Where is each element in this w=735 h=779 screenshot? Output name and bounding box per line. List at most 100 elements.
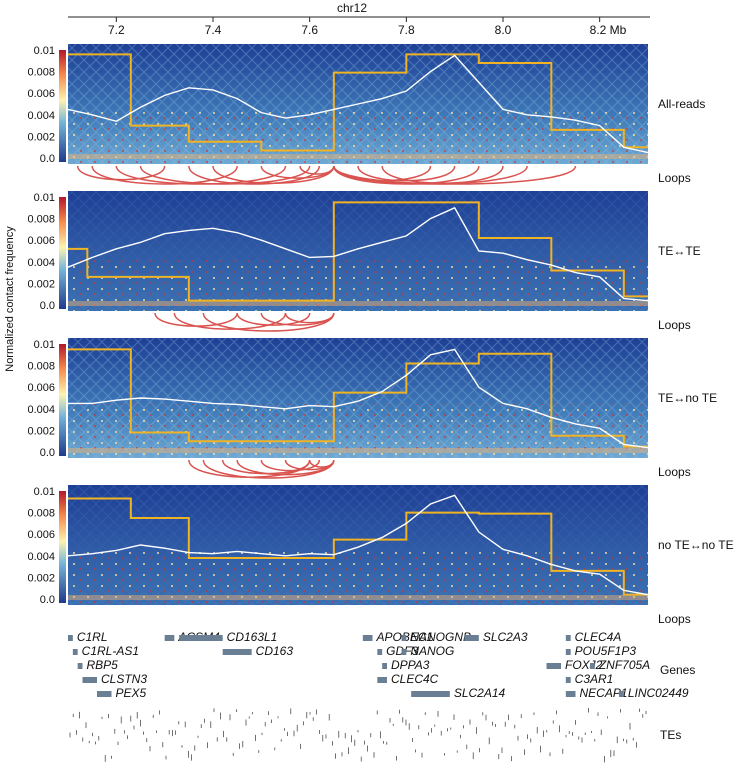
y-tick-label: 0.004 (27, 110, 55, 122)
gene-label: C1RL (77, 630, 108, 644)
gene-label: PEX5 (116, 686, 147, 700)
loops-label: Loops (658, 465, 691, 479)
yellow-step-line (68, 201, 648, 302)
loops-label: Loops (658, 171, 691, 185)
genes-track-label: Genes (660, 663, 695, 677)
colorbar (59, 344, 66, 456)
white-profile-line (67, 206, 649, 302)
heatmap-panel: 0.01 0.008 0.006 0.004 0.002 0.0 no TE↔no TE Lo… (27, 485, 734, 626)
gene-box (382, 663, 387, 669)
loop-arc (236, 312, 311, 326)
gene-box (565, 649, 571, 655)
y-tick-label: 0.002 (27, 425, 55, 437)
axis-tick-label: 7.2 (108, 23, 125, 37)
y-tick-label: 0.006 (27, 235, 55, 247)
gene-box (565, 635, 571, 641)
gene-box (377, 649, 383, 655)
chrom-label: chr12 (337, 1, 367, 15)
y-tick-label: 0.01 (34, 339, 55, 351)
gene-label: RBP5 (87, 658, 119, 672)
heatmap-panel: 0.01 0.008 0.006 0.004 0.002 0.0 All-reads Loop… (27, 44, 705, 185)
diagonal-band (68, 595, 648, 600)
loop-arc (173, 312, 287, 330)
diagonal-band (68, 301, 648, 306)
gene-box (565, 691, 576, 697)
gene-label: C1RL-AS1 (82, 644, 139, 658)
loop-arc (333, 165, 577, 185)
y-tick-label: 0.01 (34, 45, 55, 57)
colorbar (59, 197, 66, 309)
y-tick-label: 0.0 (40, 300, 55, 312)
gene-box (401, 649, 407, 655)
y-tick-label: 0.004 (27, 257, 55, 269)
loop-arc (76, 165, 166, 181)
gene-label: C3AR1 (575, 672, 614, 686)
gene-box (377, 677, 387, 683)
gene-box (82, 677, 97, 683)
loop-arc (260, 459, 321, 472)
axis-tick-label: 7.4 (205, 23, 222, 37)
loop-arc (139, 165, 311, 185)
white-profile-line (67, 54, 649, 154)
genes-track: C1RLC1RL-AS1RBP5CLSTN3PEX5ACSM4CD163L1CD… (68, 630, 689, 700)
loops-label: Loops (658, 612, 691, 626)
y-axis-label: Normalized contact frequency (4, 226, 16, 372)
panel-label: All-reads (658, 97, 705, 111)
panel-label: TE↔TE (658, 244, 701, 258)
y-tick-label: 0.006 (27, 382, 55, 394)
gene-box (72, 649, 78, 655)
y-tick-label: 0.004 (27, 404, 55, 416)
gene-box (97, 691, 112, 697)
y-tick-label: 0.0 (40, 594, 55, 606)
gene-label: NANOGNB (410, 630, 471, 644)
y-tick-label: 0.01 (34, 486, 55, 498)
yellow-step-line (68, 348, 648, 448)
loop-arc (308, 459, 335, 468)
gene-box (401, 635, 407, 641)
gene-label: NANOG (410, 644, 454, 658)
gene-label: CLEC4A (575, 630, 622, 644)
heatmap-panel: 0.01 0.008 0.006 0.004 0.002 0.0 TE↔TE Loops (27, 191, 701, 332)
gene-label: SLC2A3 (483, 630, 528, 644)
y-tick-label: 0.008 (27, 361, 55, 373)
axis-tick-label: 7.8 (398, 23, 415, 37)
y-tick-label: 0.008 (27, 508, 55, 520)
te-track (69, 708, 647, 763)
gene-box (164, 635, 175, 641)
gene-box (411, 691, 450, 697)
y-tick-label: 0.008 (27, 214, 55, 226)
loops-label: Loops (658, 318, 691, 332)
loop-arc (299, 165, 335, 175)
panel-label: no TE↔no TE (658, 538, 734, 552)
gene-label: FOXJ2 (565, 658, 603, 672)
y-tick-label: 0.008 (27, 67, 55, 79)
gene-box (590, 663, 595, 669)
gene-label: SLC2A14 (454, 686, 506, 700)
genomic-axis: chr12 7.2 7.4 7.6 7.8 8.0 8.2 Mb (68, 1, 650, 37)
te-track-label: TEs (660, 728, 681, 742)
gene-label: CD163 (256, 644, 294, 658)
axis-tick-label: 8.0 (495, 23, 512, 37)
gene-label: POU5F1P3 (575, 644, 637, 658)
y-tick-label: 0.002 (27, 131, 55, 143)
gene-box (222, 649, 252, 655)
gene-box (77, 663, 83, 669)
heatmap-panel: 0.01 0.008 0.006 0.004 0.002 0.0 TE↔no TE Loops (27, 338, 717, 479)
colorbar (59, 50, 66, 162)
axis-tick-label: 7.6 (301, 23, 318, 37)
gene-box (619, 691, 624, 697)
gene-label: CD163L1 (227, 630, 278, 644)
gene-label: NECAP1 (580, 686, 628, 700)
white-profile-line (68, 348, 649, 449)
y-tick-label: 0.0 (40, 153, 55, 165)
gene-label: CLSTN3 (101, 672, 147, 686)
y-tick-label: 0.002 (27, 278, 55, 290)
y-tick-label: 0.006 (27, 88, 55, 100)
diagonal-band (68, 154, 648, 159)
axis-tick-label: 8.2 Mb (590, 23, 627, 37)
gene-label: ZNF705A (598, 658, 650, 672)
yellow-step-line (68, 497, 648, 596)
y-tick-label: 0.002 (27, 572, 55, 584)
gene-label: CLEC4C (391, 672, 439, 686)
